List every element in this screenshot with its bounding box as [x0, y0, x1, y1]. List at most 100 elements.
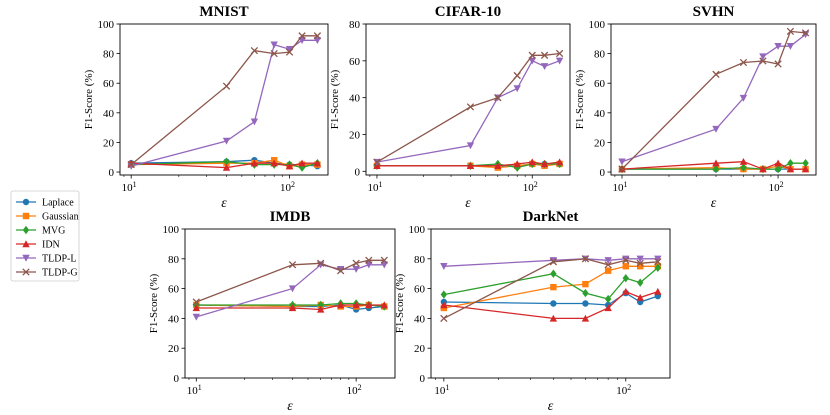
- data-point: [540, 160, 549, 168]
- series-tldp-l: [192, 261, 388, 321]
- data-point: [618, 165, 626, 173]
- y-tick-label: 60: [103, 78, 115, 90]
- data-point: [622, 273, 629, 283]
- data-point: [528, 158, 536, 166]
- y-tick-label: 100: [98, 19, 115, 31]
- data-point: [622, 263, 629, 270]
- data-point: [739, 157, 748, 165]
- y-tick-label: 0: [600, 167, 606, 179]
- data-point: [298, 32, 306, 40]
- data-point: [622, 287, 630, 295]
- x-tick-label: 101: [434, 383, 449, 397]
- data-point: [466, 142, 475, 150]
- y-axis-label: F1-Score (%): [329, 69, 341, 129]
- legend-item-gaussian: Gaussian: [16, 212, 79, 223]
- x-tick-label: 102: [347, 383, 362, 397]
- x-tick-label: 101: [613, 180, 628, 194]
- data-point: [549, 258, 558, 266]
- x-tick-label: 101: [187, 383, 202, 397]
- data-point: [440, 263, 448, 270]
- legend-marker: [22, 225, 30, 235]
- legend-marker: [22, 254, 30, 262]
- legend-label: Laplace: [42, 198, 74, 209]
- data-point: [786, 165, 795, 173]
- data-point: [786, 43, 795, 50]
- data-point: [250, 159, 259, 167]
- data-point: [636, 293, 644, 301]
- chart-title: MNIST: [199, 4, 248, 20]
- series-idn: [440, 287, 662, 322]
- chart-title: DarkNet: [523, 209, 579, 225]
- data-point: [222, 163, 231, 171]
- plot-frame: [430, 228, 671, 379]
- data-point: [127, 162, 135, 170]
- x-axis-label: ε: [548, 399, 554, 414]
- data-point: [316, 305, 325, 313]
- data-point: [581, 255, 590, 263]
- data-point: [540, 51, 549, 59]
- data-point: [774, 164, 782, 174]
- chart-svhn: SVHN 0 20 40 60 80 100 101 102 ε F1-Score (%): [574, 4, 817, 211]
- data-point: [654, 263, 662, 272]
- data-point: [712, 164, 720, 174]
- y-tick-label: 80: [414, 254, 426, 266]
- data-point: [222, 82, 231, 90]
- data-point: [313, 159, 322, 167]
- data-point: [622, 256, 630, 264]
- x-tick-label: 102: [616, 383, 631, 397]
- data-point: [618, 158, 626, 166]
- data-point: [270, 49, 278, 58]
- legend-label: Gaussian: [42, 212, 79, 223]
- data-point: [223, 157, 230, 166]
- data-point: [622, 255, 630, 263]
- y-tick-label: 0: [420, 373, 426, 385]
- data-point: [712, 159, 720, 167]
- series-line: [376, 59, 560, 163]
- plot-frame: [119, 23, 329, 176]
- y-tick-label: 60: [349, 56, 361, 68]
- legend-item-idn: IDN: [16, 240, 60, 251]
- data-point: [440, 301, 448, 309]
- y-tick-label: 40: [168, 313, 180, 325]
- series-tldp-g: [618, 27, 810, 173]
- data-point: [774, 60, 782, 68]
- y-tick-label: 40: [594, 108, 606, 120]
- y-tick-label: 20: [349, 129, 361, 141]
- data-point: [802, 158, 809, 168]
- y-tick-label: 100: [409, 224, 426, 236]
- y-axis-label: F1-Score (%): [148, 273, 160, 333]
- data-point: [759, 53, 767, 61]
- chart-mnist: MNIST 0 20 40 60 80 100 101 102 ε F1-Score (%): [83, 4, 329, 211]
- data-point: [192, 298, 200, 306]
- series-tldp-g: [373, 49, 564, 166]
- y-tick-label: 80: [168, 254, 180, 266]
- y-tick-label: 60: [414, 284, 426, 296]
- series-tldp-g: [127, 32, 322, 169]
- y-tick-label: 100: [163, 224, 180, 236]
- plot-frame: [365, 23, 571, 176]
- data-point: [513, 71, 521, 80]
- legend-marker: [22, 268, 30, 276]
- data-point: [801, 29, 810, 37]
- data-point: [352, 259, 360, 267]
- x-tick-label: 102: [523, 180, 538, 194]
- data-point: [555, 57, 564, 65]
- y-tick-label: 80: [349, 19, 361, 31]
- data-point: [380, 301, 388, 309]
- series-tldp-g: [192, 256, 388, 306]
- data-point: [555, 158, 564, 166]
- data-point: [636, 278, 644, 287]
- data-point: [549, 257, 558, 264]
- x-axis-label: ε: [287, 399, 293, 414]
- data-point: [270, 159, 278, 167]
- data-point: [298, 159, 306, 167]
- y-axis-label: F1-Score (%): [394, 273, 406, 333]
- legend-marker: [22, 240, 30, 248]
- x-tick-label: 101: [367, 180, 382, 194]
- legend-label: TLDP-G: [42, 268, 78, 279]
- data-point: [528, 51, 536, 59]
- data-point: [494, 162, 502, 169]
- x-tick-label: 101: [122, 180, 137, 194]
- data-point: [336, 266, 345, 273]
- data-point: [550, 283, 557, 291]
